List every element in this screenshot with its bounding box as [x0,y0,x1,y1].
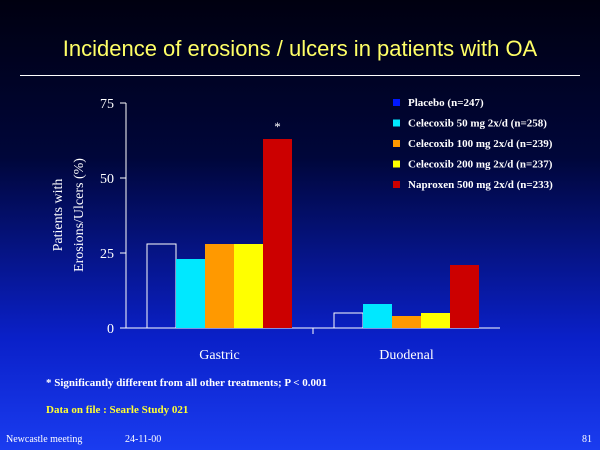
y-axis-label: Erosions/Ulcers (%) [72,158,87,272]
footer-meeting: Newcastle meeting [6,434,83,445]
slide-title: Incidence of erosions / ulcers in patien… [62,36,538,61]
footnote-source: Data on file : Searle Study 021 [46,404,189,416]
legend-swatch [393,119,400,127]
footer-page-number: 81 [582,434,592,445]
bar [205,244,234,328]
bar [450,265,479,328]
bar [421,313,450,328]
chart-legend: Placebo (n=247) Celecoxib 50 mg 2x/d (n=2… [393,97,553,191]
bar [263,139,292,328]
legend-label: Celecoxib 100 mg 2x/d (n=239) [408,138,553,150]
bar [392,316,421,328]
legend-swatch [393,99,400,106]
y-axis-label: Patients with [51,179,66,252]
bar [146,243,177,329]
x-category-label: Gastric [199,348,239,363]
title-divider [20,75,580,76]
legend-label: Naproxen 500 mg 2x/d (n=233) [408,179,553,191]
y-tick-label: 0 [107,322,114,337]
bar [333,312,364,329]
footer-date: 24-11-00 [125,434,162,445]
significance-annotation: * [274,119,281,134]
y-tick-label: 50 [100,172,114,187]
y-tick-label: 75 [100,97,114,112]
legend-swatch [393,181,400,188]
x-category-label: Duodenal [379,348,434,363]
y-tick-label: 25 [100,247,114,262]
bar [234,244,263,328]
legend-label: Placebo (n=247) [408,97,484,109]
legend-label: Celecoxib 200 mg 2x/d (n=237) [408,159,553,171]
footnote-significance: * Significantly different from all other… [46,377,328,389]
chart-bars: * [146,119,479,329]
bar [363,304,392,328]
legend-label: Celecoxib 50 mg 2x/d (n=258) [408,118,547,130]
bar [176,259,205,328]
legend-swatch [393,160,400,168]
legend-swatch [393,140,400,147]
bar-chart: 0 25 50 75 Patients with Erosions/Ulcers (%) G… [51,97,553,363]
